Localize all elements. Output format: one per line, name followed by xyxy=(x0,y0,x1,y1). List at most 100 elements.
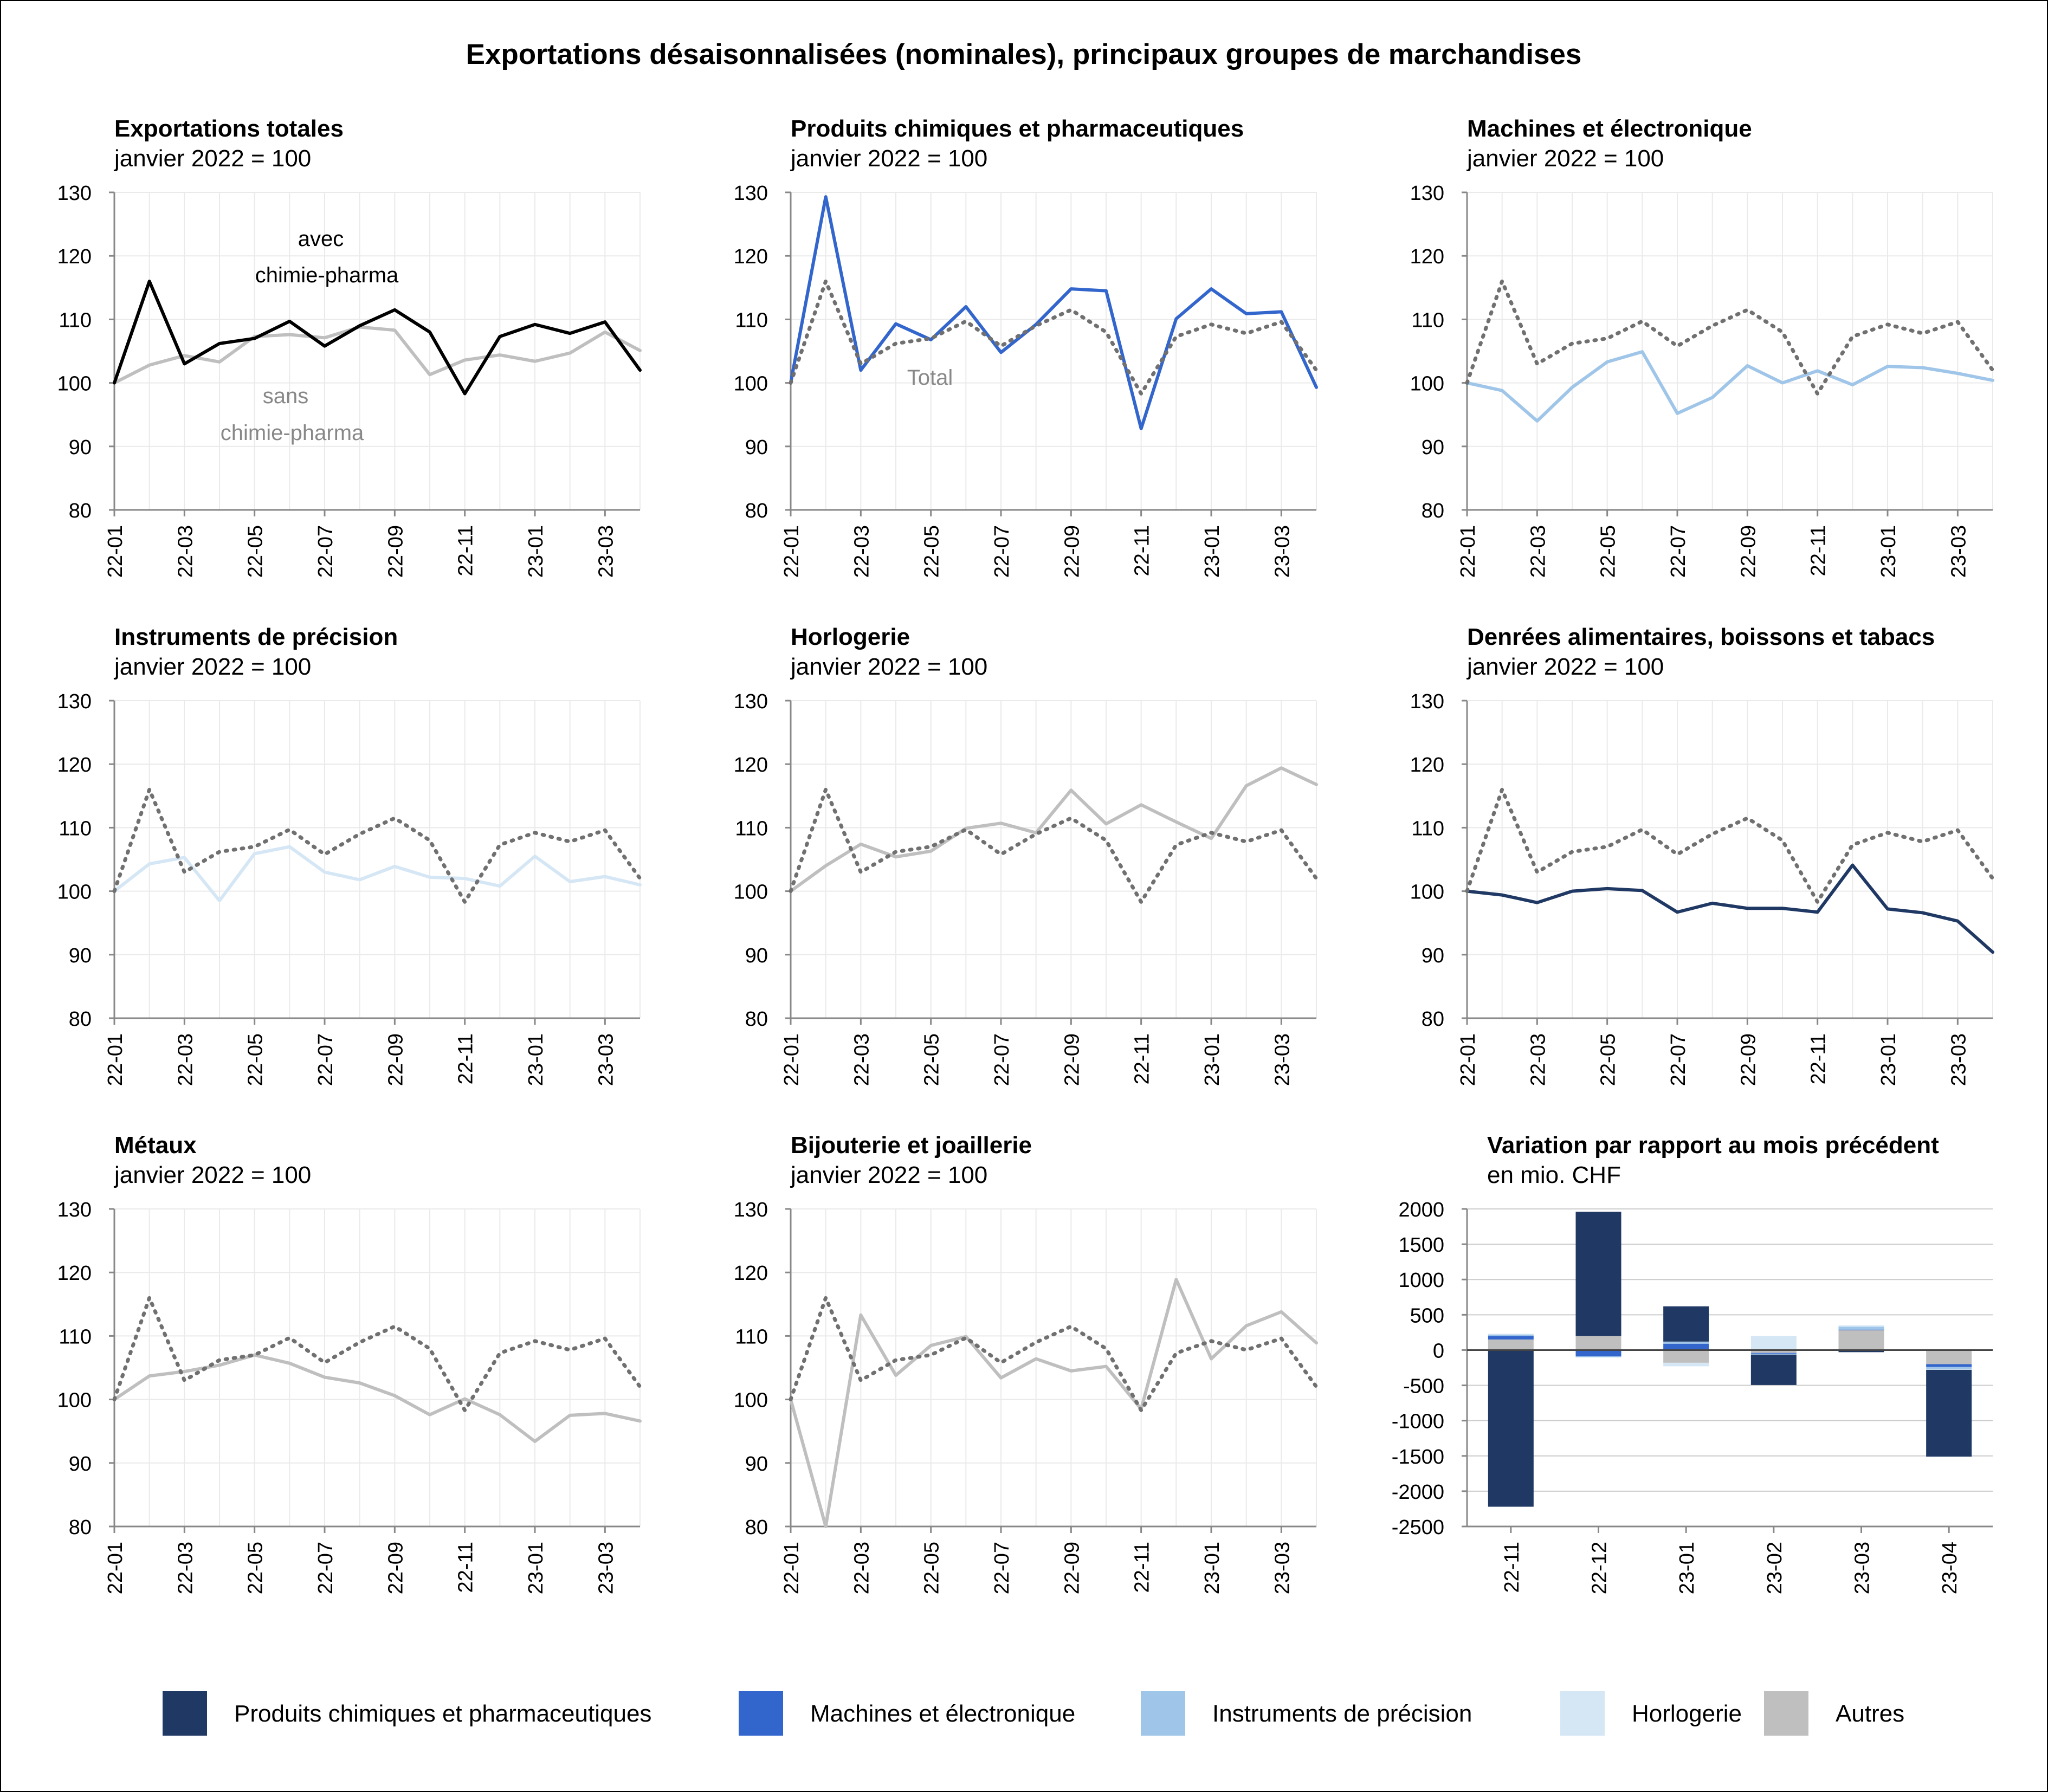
y-tick-label: 130 xyxy=(57,1199,92,1221)
x-tick-label: 22-07 xyxy=(991,1033,1013,1086)
y-tick-label: 80 xyxy=(69,1516,92,1539)
x-tick-label: 22-07 xyxy=(314,1033,337,1086)
series-line-total xyxy=(112,1296,642,1413)
y-tick-label: -2000 xyxy=(1392,1481,1444,1504)
panel-4: Instruments de précision janvier 2022 = 1… xyxy=(57,624,642,1086)
panel-title: Exportations totales xyxy=(114,115,344,142)
main-title: Exportations désaisonnalisées (nominales… xyxy=(466,38,1582,70)
y-tick-label: 80 xyxy=(745,1516,768,1539)
x-tick-label: 22-01 xyxy=(1457,1033,1480,1086)
y-tick-label: -500 xyxy=(1403,1375,1444,1398)
x-tick-label: 22-01 xyxy=(1457,525,1480,578)
y-tick-label: 110 xyxy=(735,1325,768,1348)
x-tick-label: 22-11 xyxy=(1807,525,1830,576)
legend: Produits chimiques et pharmaceutiques Mac… xyxy=(163,1691,1904,1736)
legend-item-chem: Produits chimiques et pharmaceutiques xyxy=(163,1691,651,1736)
y-tick-label: 120 xyxy=(734,1262,768,1285)
x-tick-label: 22-05 xyxy=(921,1033,944,1086)
y-tick-label: 130 xyxy=(734,690,768,713)
y-tick-label: 120 xyxy=(734,245,768,268)
x-tick-label: 22-09 xyxy=(1737,1033,1760,1086)
annotation-avec-chimie: chimie-pharma xyxy=(255,263,399,287)
y-tick-label: 110 xyxy=(1411,817,1444,840)
panel-7: Métaux janvier 2022 = 100 80 90 100 110 120 130… xyxy=(57,1132,642,1594)
series-line-total xyxy=(789,1296,1319,1413)
y-tick-label: 100 xyxy=(734,1389,768,1412)
y-tick-label: 100 xyxy=(57,1389,92,1412)
panel-subtitle: janvier 2022 = 100 xyxy=(790,1162,987,1188)
bar-segment-chem xyxy=(1926,1369,1972,1457)
annotation-sans-chimie: chimie-pharma xyxy=(221,421,364,445)
bar-segment-horl xyxy=(1750,1336,1797,1350)
annotation-avec: avec xyxy=(298,227,344,251)
series-line-bijouterie-et-joaillerie xyxy=(789,1278,1318,1528)
x-tick-label: 23-03 xyxy=(1947,525,1970,578)
x-tick-label: 22-12 xyxy=(1588,1542,1611,1594)
y-tick-label: 100 xyxy=(57,881,92,904)
y-tick-label: 100 xyxy=(57,373,92,396)
x-tick-label: 23-03 xyxy=(1947,1033,1970,1086)
y-tick-label: 110 xyxy=(1411,309,1444,332)
x-tick-label: 22-05 xyxy=(1597,1033,1620,1086)
y-tick-label: 1500 xyxy=(1398,1234,1444,1257)
panel-subtitle: en mio. CHF xyxy=(1487,1162,1621,1188)
legend-swatch xyxy=(1764,1691,1808,1736)
x-tick-label: 22-03 xyxy=(850,1033,873,1086)
panel-subtitle: janvier 2022 = 100 xyxy=(1466,145,1664,172)
x-tick-label: 22-03 xyxy=(174,1033,197,1086)
y-tick-label: 90 xyxy=(745,944,768,967)
series-line-produits-chimiques-et-pharmaceutiques xyxy=(789,195,1318,430)
x-tick-label: 22-09 xyxy=(1061,1033,1083,1086)
y-tick-label: 90 xyxy=(69,1453,92,1476)
x-tick-label: 23-02 xyxy=(1763,1542,1786,1594)
panel-subtitle: janvier 2022 = 100 xyxy=(790,654,987,680)
x-tick-label: 23-01 xyxy=(1201,1033,1224,1086)
bar-segment-autres xyxy=(1575,1336,1621,1350)
legend-label: Horlogerie xyxy=(1632,1700,1742,1727)
bar-segment-chem xyxy=(1488,1350,1534,1507)
x-tick-label: 23-03 xyxy=(1851,1542,1874,1594)
x-tick-label: 22-01 xyxy=(104,1033,127,1086)
x-tick-label: 22-01 xyxy=(780,525,803,578)
x-tick-label: 23-03 xyxy=(1271,525,1294,578)
x-tick-label: 22-09 xyxy=(384,525,407,578)
y-tick-label: 80 xyxy=(745,500,768,522)
series-line-m-taux xyxy=(113,1353,642,1443)
x-tick-label: 22-11 xyxy=(1807,1033,1830,1084)
y-tick-label: 80 xyxy=(69,500,92,522)
y-tick-label: 110 xyxy=(59,817,92,840)
y-tick-label: 110 xyxy=(59,1325,92,1348)
legend-item-autres: Autres xyxy=(1764,1691,1904,1736)
bar-segment-autres xyxy=(1926,1350,1972,1364)
y-tick-label: 130 xyxy=(57,182,92,205)
y-tick-label: 80 xyxy=(745,1008,768,1031)
x-tick-label: 22-01 xyxy=(780,1542,803,1594)
panel-subtitle: janvier 2022 = 100 xyxy=(113,654,311,680)
panel-title: Denrées alimentaires, boissons et tabacs xyxy=(1467,624,1935,650)
bar-segment-chem xyxy=(1663,1306,1709,1342)
y-tick-label: 90 xyxy=(69,436,92,459)
bar-segment-horl xyxy=(1926,1369,1972,1370)
bar-segment-autres xyxy=(1488,1339,1534,1350)
x-tick-label: 22-03 xyxy=(174,1542,197,1594)
panel-2: Produits chimiques et pharmaceutiques jan… xyxy=(734,115,1319,578)
series-line-total xyxy=(1465,787,1995,904)
x-tick-label: 22-11 xyxy=(1131,1033,1154,1084)
panel-subtitle: janvier 2022 = 100 xyxy=(790,145,987,172)
legend-label: Instruments de précision xyxy=(1212,1700,1472,1727)
y-tick-label: -1500 xyxy=(1392,1446,1444,1468)
bar-segment-instr xyxy=(1750,1353,1797,1355)
panel-title: Produits chimiques et pharmaceutiques xyxy=(791,115,1244,142)
y-tick-label: 90 xyxy=(1422,436,1444,459)
legend-label: Machines et électronique xyxy=(810,1700,1075,1727)
bar-segment-mach xyxy=(1926,1364,1972,1367)
x-tick-label: 22-11 xyxy=(455,1033,477,1084)
y-tick-label: 80 xyxy=(1422,500,1444,522)
bar-segment-mach xyxy=(1575,1350,1621,1357)
x-tick-label: 23-03 xyxy=(595,1033,617,1086)
bar-segment-autres xyxy=(1663,1350,1709,1363)
y-tick-label: 80 xyxy=(69,1008,92,1031)
y-tick-label: 80 xyxy=(1422,1008,1444,1031)
legend-label: Autres xyxy=(1836,1700,1904,1727)
